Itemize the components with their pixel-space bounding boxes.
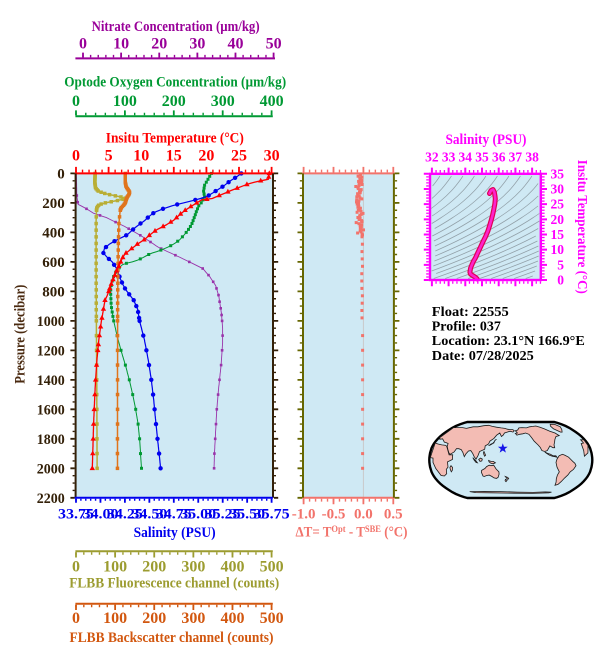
svg-text:0: 0 [72, 559, 80, 576]
svg-text:Profile: 037: Profile: 037 [432, 320, 501, 335]
svg-text:30: 30 [551, 182, 565, 197]
svg-text:100: 100 [113, 93, 137, 110]
svg-text:2000: 2000 [37, 461, 65, 477]
svg-text:30: 30 [264, 148, 280, 165]
svg-text:35.75: 35.75 [254, 507, 290, 523]
svg-text:Date: 07/28/2025: Date: 07/28/2025 [432, 349, 534, 364]
svg-text:50: 50 [266, 36, 282, 53]
svg-text:5: 5 [557, 257, 564, 272]
svg-text:35.00: 35.00 [180, 507, 216, 523]
svg-text:15: 15 [551, 227, 565, 242]
svg-text:37: 37 [509, 149, 523, 164]
svg-text:FLBB Fluorescence channel (cou: FLBB Fluorescence channel (counts) [69, 576, 279, 592]
svg-text:10: 10 [551, 242, 565, 257]
svg-text:2200: 2200 [37, 491, 65, 507]
svg-text:0: 0 [72, 148, 80, 165]
svg-text:-0.5: -0.5 [322, 507, 346, 523]
svg-text:200: 200 [142, 610, 166, 627]
svg-text:400: 400 [221, 610, 245, 627]
svg-text:34.00: 34.00 [83, 507, 119, 523]
svg-text:34.75: 34.75 [156, 507, 192, 523]
svg-text:0.5: 0.5 [384, 507, 403, 523]
svg-text:10: 10 [133, 148, 149, 165]
svg-text:200: 200 [142, 559, 166, 576]
svg-text:800: 800 [42, 284, 65, 300]
svg-text:400: 400 [260, 93, 284, 110]
svg-text:40: 40 [228, 36, 244, 53]
svg-text:400: 400 [42, 225, 65, 241]
svg-text:20: 20 [198, 148, 214, 165]
svg-text:25: 25 [231, 148, 247, 165]
svg-text:-1.0: -1.0 [292, 507, 316, 523]
svg-text:20: 20 [551, 212, 565, 227]
svg-text:1400: 1400 [37, 373, 65, 389]
svg-text:0.0: 0.0 [354, 507, 373, 523]
svg-text:0: 0 [72, 93, 80, 110]
svg-text:FLBB Backscatter channel (coun: FLBB Backscatter channel (counts) [70, 630, 274, 646]
svg-text:Pressure (decibar): Pressure (decibar) [13, 285, 29, 384]
svg-text:400: 400 [221, 559, 245, 576]
svg-text:Salinity (PSU): Salinity (PSU) [134, 525, 216, 541]
svg-text:0: 0 [79, 36, 87, 53]
svg-text:Insitu Temperature (°C): Insitu Temperature (°C) [574, 160, 589, 294]
svg-text:100: 100 [103, 559, 127, 576]
svg-text:5: 5 [105, 148, 113, 165]
svg-text:20: 20 [151, 36, 167, 53]
svg-text:1600: 1600 [37, 402, 65, 418]
svg-text:0: 0 [57, 166, 65, 182]
svg-text:Float: 22555: Float: 22555 [432, 305, 509, 320]
svg-text:15: 15 [166, 148, 182, 165]
svg-text:25: 25 [551, 197, 565, 212]
svg-text:300: 300 [181, 559, 205, 576]
svg-text:35.50: 35.50 [229, 507, 265, 523]
svg-text:500: 500 [260, 610, 284, 627]
svg-text:1200: 1200 [37, 343, 65, 359]
svg-text:32: 32 [425, 149, 439, 164]
svg-text:35: 35 [551, 166, 565, 181]
svg-text:0: 0 [72, 610, 80, 627]
svg-text:Optode Oxygen Concentration (µ: Optode Oxygen Concentration (µm/kg) [64, 75, 286, 91]
svg-text:34: 34 [459, 149, 473, 164]
svg-text:10: 10 [113, 36, 129, 53]
svg-text:Location: 23.1°N 166.9°E: Location: 23.1°N 166.9°E [432, 334, 585, 349]
svg-text:200: 200 [162, 93, 186, 110]
svg-text:35: 35 [475, 149, 489, 164]
svg-text:1800: 1800 [37, 432, 65, 448]
svg-text:ΔT= TOpt - TSBE (°C): ΔT= TOpt - TSBE (°C) [296, 525, 408, 541]
svg-text:Insitu Temperature (°C): Insitu Temperature (°C) [106, 130, 244, 146]
svg-text:200: 200 [42, 196, 65, 212]
svg-text:33: 33 [442, 149, 456, 164]
svg-text:1000: 1000 [37, 314, 65, 330]
svg-text:38: 38 [525, 149, 539, 164]
svg-text:0: 0 [557, 273, 564, 288]
svg-text:30: 30 [189, 36, 205, 53]
svg-text:34.25: 34.25 [107, 507, 143, 523]
svg-text:600: 600 [42, 255, 65, 271]
svg-text:300: 300 [181, 610, 205, 627]
svg-text:35.25: 35.25 [205, 507, 241, 523]
svg-text:Salinity (PSU): Salinity (PSU) [446, 132, 527, 148]
svg-text:36: 36 [492, 149, 506, 164]
svg-text:100: 100 [103, 610, 127, 627]
svg-text:300: 300 [211, 93, 235, 110]
svg-text:500: 500 [260, 559, 284, 576]
svg-text:34.50: 34.50 [131, 507, 167, 523]
svg-text:Nitrate Concentration (µm/kg): Nitrate Concentration (µm/kg) [92, 19, 260, 35]
svg-text:33.75: 33.75 [58, 507, 94, 523]
